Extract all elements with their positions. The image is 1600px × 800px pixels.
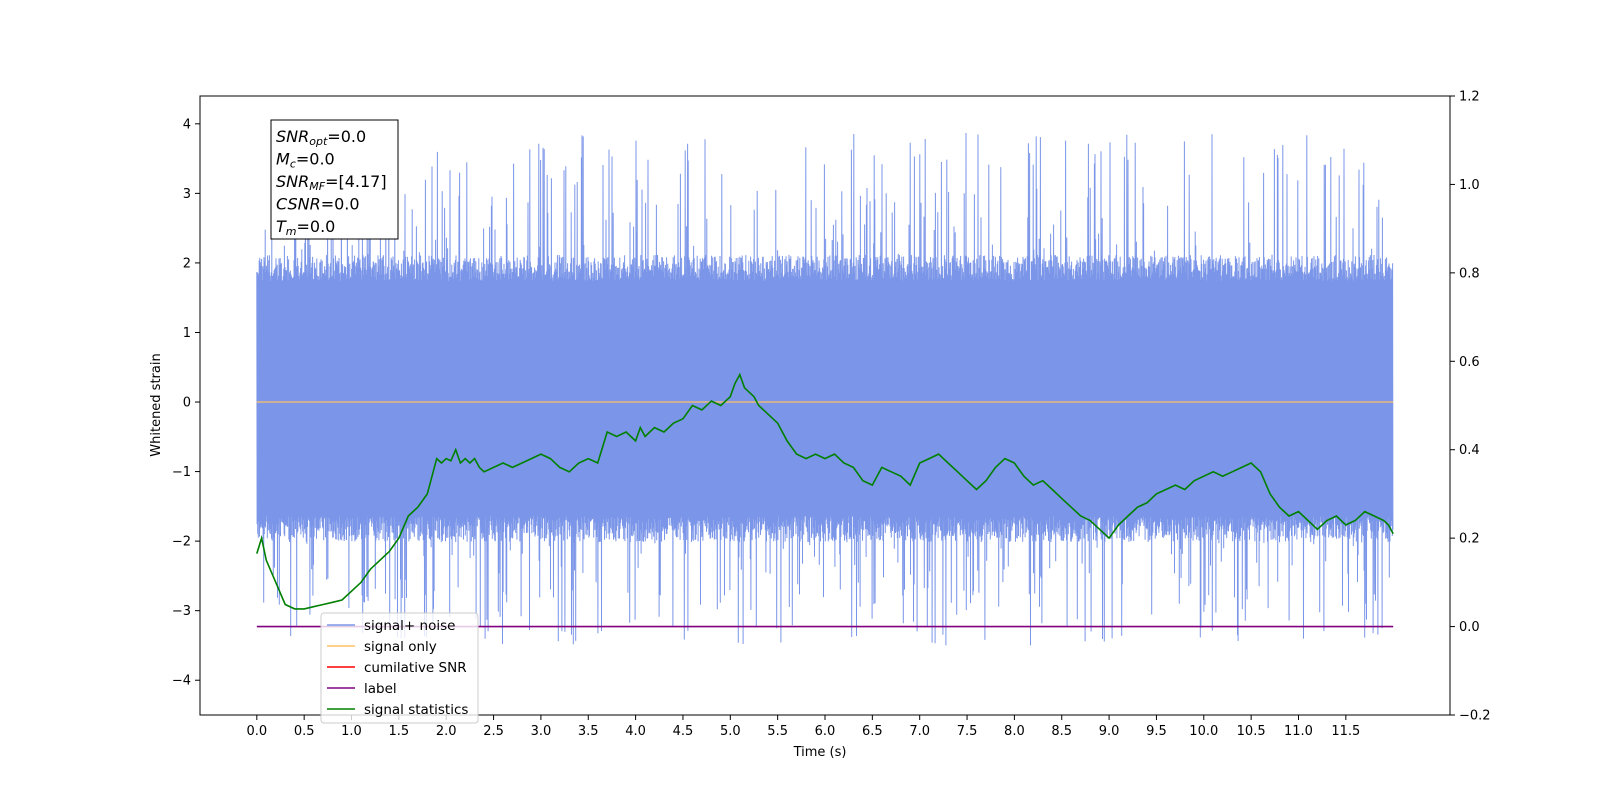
y2-tick-label: 0.8 xyxy=(1459,266,1480,281)
x-tick-label: 5.0 xyxy=(720,724,741,739)
y-tick-label: 4 xyxy=(183,117,191,132)
series-signal-noise-line xyxy=(256,132,1394,646)
x-tick-label: 4.0 xyxy=(625,724,646,739)
y-axis-right: 1.2 1.0 0.8 0.6 0.4 0.2 0.0 −0.2 xyxy=(1450,90,1491,724)
annotation-text: CSNR=0.0 xyxy=(276,195,360,214)
y2-tick-label: 1.2 xyxy=(1459,90,1480,105)
y-axis-left: 4 3 2 1 0 −1 −2 −3 −4 xyxy=(172,117,200,689)
x-axis: 0.0 0.5 1.0 1.5 2.0 2.5 3.0 3.5 4.0 4.5 5.0 5.5 6.0 6… xyxy=(246,715,1360,739)
x-tick-label: 0.0 xyxy=(246,724,267,739)
y-tick-label: 0 xyxy=(183,396,191,411)
x-tick-label: 8.5 xyxy=(1051,724,1072,739)
x-tick-label: 7.0 xyxy=(909,724,930,739)
y2-tick-label: 1.0 xyxy=(1459,178,1480,193)
series-signal-statistics-line xyxy=(256,372,1394,610)
y2-tick-label: −0.2 xyxy=(1459,709,1491,724)
x-tick-label: 11.5 xyxy=(1331,724,1360,739)
x-tick-label: 8.0 xyxy=(1004,724,1025,739)
x-tick-label: 2.5 xyxy=(483,724,504,739)
annotation-text: SNRMF=[4.17] xyxy=(276,172,387,193)
y-axis-label: Whitened strain xyxy=(149,353,164,456)
x-tick-label: 10.5 xyxy=(1237,724,1266,739)
y-tick-label: 2 xyxy=(183,256,191,271)
legend: signal+ noise signal only cumilative SNR la… xyxy=(320,612,479,724)
x-tick-label: 1.0 xyxy=(341,724,362,739)
x-axis-label: Time (s) xyxy=(793,745,847,760)
x-tick-label: 10.0 xyxy=(1189,724,1218,739)
x-tick-label: 9.5 xyxy=(1146,724,1167,739)
x-tick-label: 1.5 xyxy=(389,724,410,739)
x-tick-label: 6.0 xyxy=(815,724,836,739)
x-tick-label: 4.5 xyxy=(673,724,694,739)
x-tick-label: 0.5 xyxy=(294,724,315,739)
annotation-box-frame xyxy=(270,119,399,240)
y2-tick-label: 0.0 xyxy=(1459,620,1480,635)
y2-tick-label: 0.2 xyxy=(1459,532,1480,547)
y2-tick-label: 0.4 xyxy=(1459,443,1480,458)
legend-entry-label: signal+ noise xyxy=(364,618,455,634)
x-tick-label: 5.5 xyxy=(767,724,788,739)
legend-entry-label: cumilative SNR xyxy=(364,660,467,676)
x-tick-label: 9.0 xyxy=(1099,724,1120,739)
x-tick-label: 11.0 xyxy=(1284,724,1313,739)
legend-frame xyxy=(320,612,479,724)
y-tick-label: 1 xyxy=(183,326,191,341)
x-tick-label: 6.5 xyxy=(862,724,883,739)
legend-entry-label: label xyxy=(364,681,397,697)
legend-entry-label: signal only xyxy=(364,639,437,655)
legend-entry-label: signal statistics xyxy=(364,702,468,718)
annotation-text: Mc=0.0 xyxy=(276,150,335,171)
annotation-text: Tm=0.0 xyxy=(276,217,335,238)
y-tick-label: 3 xyxy=(183,187,191,202)
y2-tick-label: 0.6 xyxy=(1459,355,1480,370)
y-tick-label: −4 xyxy=(172,674,191,689)
x-tick-label: 2.0 xyxy=(436,724,457,739)
x-tick-label: 3.5 xyxy=(578,724,599,739)
x-tick-label: 7.5 xyxy=(957,724,978,739)
annotation-text: SNRopt=0.0 xyxy=(276,127,366,148)
y-tick-label: −2 xyxy=(172,535,191,550)
x-tick-label: 3.0 xyxy=(531,724,552,739)
y-tick-label: −1 xyxy=(172,465,191,480)
y-tick-label: −3 xyxy=(172,604,191,619)
